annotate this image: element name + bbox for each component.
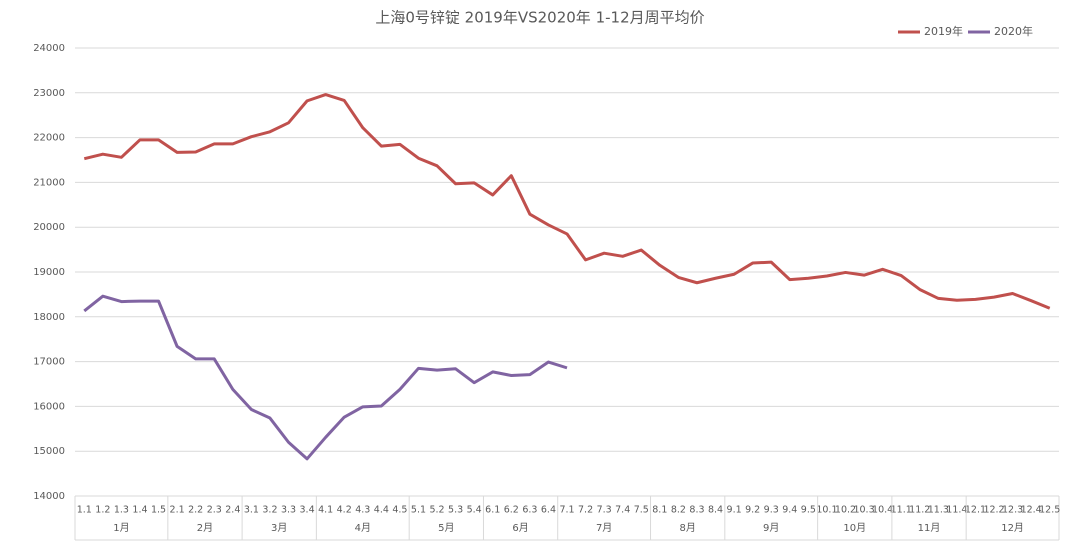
chart-title: 上海0号锌锭 2019年VS2020年 1-12月周平均价 — [375, 9, 704, 27]
x-tick-label: 9.4 — [782, 505, 797, 516]
x-tick-label: 12.1 — [965, 505, 986, 516]
group-label: 4月 — [355, 522, 371, 534]
group-label: 8月 — [679, 522, 695, 534]
x-tick-label: 9.3 — [764, 505, 779, 516]
x-tick-label: 8.4 — [708, 505, 723, 516]
x-tick-label: 1.4 — [132, 505, 147, 516]
x-tick-label: 10.2 — [835, 505, 856, 516]
x-tick-label: 2.4 — [225, 505, 240, 516]
x-tick-label: 12.3 — [1002, 505, 1023, 516]
x-tick-label: 4.2 — [337, 505, 352, 516]
group-label: 5月 — [438, 522, 454, 534]
x-tick-label: 2.1 — [170, 505, 185, 516]
x-tick-label: 9.2 — [745, 505, 760, 516]
x-tick-label: 1.1 — [77, 505, 92, 516]
x-tick-label: 5.3 — [448, 505, 463, 516]
x-tick-label: 4.1 — [318, 505, 333, 516]
x-tick-label: 12.5 — [1039, 505, 1060, 516]
x-tick-label: 11.4 — [946, 505, 967, 516]
group-label: 10月 — [843, 522, 866, 534]
group-label: 1月 — [113, 522, 129, 534]
x-tick-label: 7.4 — [615, 505, 630, 516]
x-tick-label: 8.1 — [652, 505, 667, 516]
y-tick-label: 20000 — [33, 222, 65, 233]
series-line — [83, 294, 568, 461]
x-tick-label: 5.1 — [411, 505, 426, 516]
group-label: 2月 — [197, 522, 213, 534]
x-tick-label: 11.1 — [891, 505, 912, 516]
group-label: 12月 — [1001, 522, 1024, 534]
x-tick-label: 9.5 — [801, 505, 816, 516]
y-tick-label: 19000 — [33, 267, 65, 278]
x-tick-label: 5.4 — [467, 505, 482, 516]
x-tick-label: 6.4 — [541, 505, 556, 516]
x-tick-label: 4.5 — [392, 505, 407, 516]
x-tick-label: 10.4 — [872, 505, 893, 516]
y-tick-label: 16000 — [33, 401, 65, 412]
x-tick-label: 1.2 — [95, 505, 110, 516]
x-tick-label: 10.1 — [816, 505, 837, 516]
x-tick-label: 11.2 — [909, 505, 930, 516]
y-tick-label: 15000 — [33, 446, 65, 457]
group-label: 7月 — [596, 522, 612, 534]
x-tick-label: 6.2 — [504, 505, 519, 516]
x-tick-label: 11.3 — [928, 505, 949, 516]
x-tick-label: 4.4 — [374, 505, 389, 516]
y-tick-label: 23000 — [33, 88, 65, 99]
y-tick-label: 14000 — [33, 491, 65, 502]
y-tick-label: 21000 — [33, 177, 65, 188]
x-tick-label: 3.3 — [281, 505, 296, 516]
x-tick-label: 7.1 — [559, 505, 574, 516]
y-tick-label: 17000 — [33, 357, 65, 368]
x-tick-label: 7.5 — [634, 505, 649, 516]
series-line — [83, 93, 1051, 310]
x-tick-label: 8.3 — [689, 505, 704, 516]
x-tick-label: 1.3 — [114, 505, 129, 516]
x-tick-label: 7.2 — [578, 505, 593, 516]
x-tick-label: 4.3 — [355, 505, 370, 516]
x-tick-label: 12.4 — [1021, 505, 1042, 516]
group-label: 9月 — [763, 522, 779, 534]
group-label: 11月 — [918, 522, 941, 534]
x-tick-label: 3.4 — [300, 505, 315, 516]
group-label: 3月 — [271, 522, 287, 534]
legend-label: 2019年 — [924, 24, 963, 38]
x-tick-label: 6.1 — [485, 505, 500, 516]
x-tick-label: 9.1 — [727, 505, 742, 516]
y-tick-label: 22000 — [33, 133, 65, 144]
group-label: 6月 — [512, 522, 528, 534]
legend-label: 2020年 — [994, 24, 1033, 38]
x-tick-label: 8.2 — [671, 505, 686, 516]
x-tick-label: 7.3 — [597, 505, 612, 516]
y-tick-label: 18000 — [33, 312, 65, 323]
x-tick-label: 5.2 — [429, 505, 444, 516]
x-tick-label: 1.5 — [151, 505, 166, 516]
x-tick-label: 12.2 — [983, 505, 1004, 516]
x-tick-label: 6.3 — [522, 505, 537, 516]
y-tick-label: 24000 — [33, 43, 65, 54]
x-tick-label: 3.1 — [244, 505, 259, 516]
x-tick-label: 10.3 — [853, 505, 874, 516]
x-tick-label: 3.2 — [262, 505, 277, 516]
x-tick-label: 2.3 — [207, 505, 222, 516]
x-tick-label: 2.2 — [188, 505, 203, 516]
